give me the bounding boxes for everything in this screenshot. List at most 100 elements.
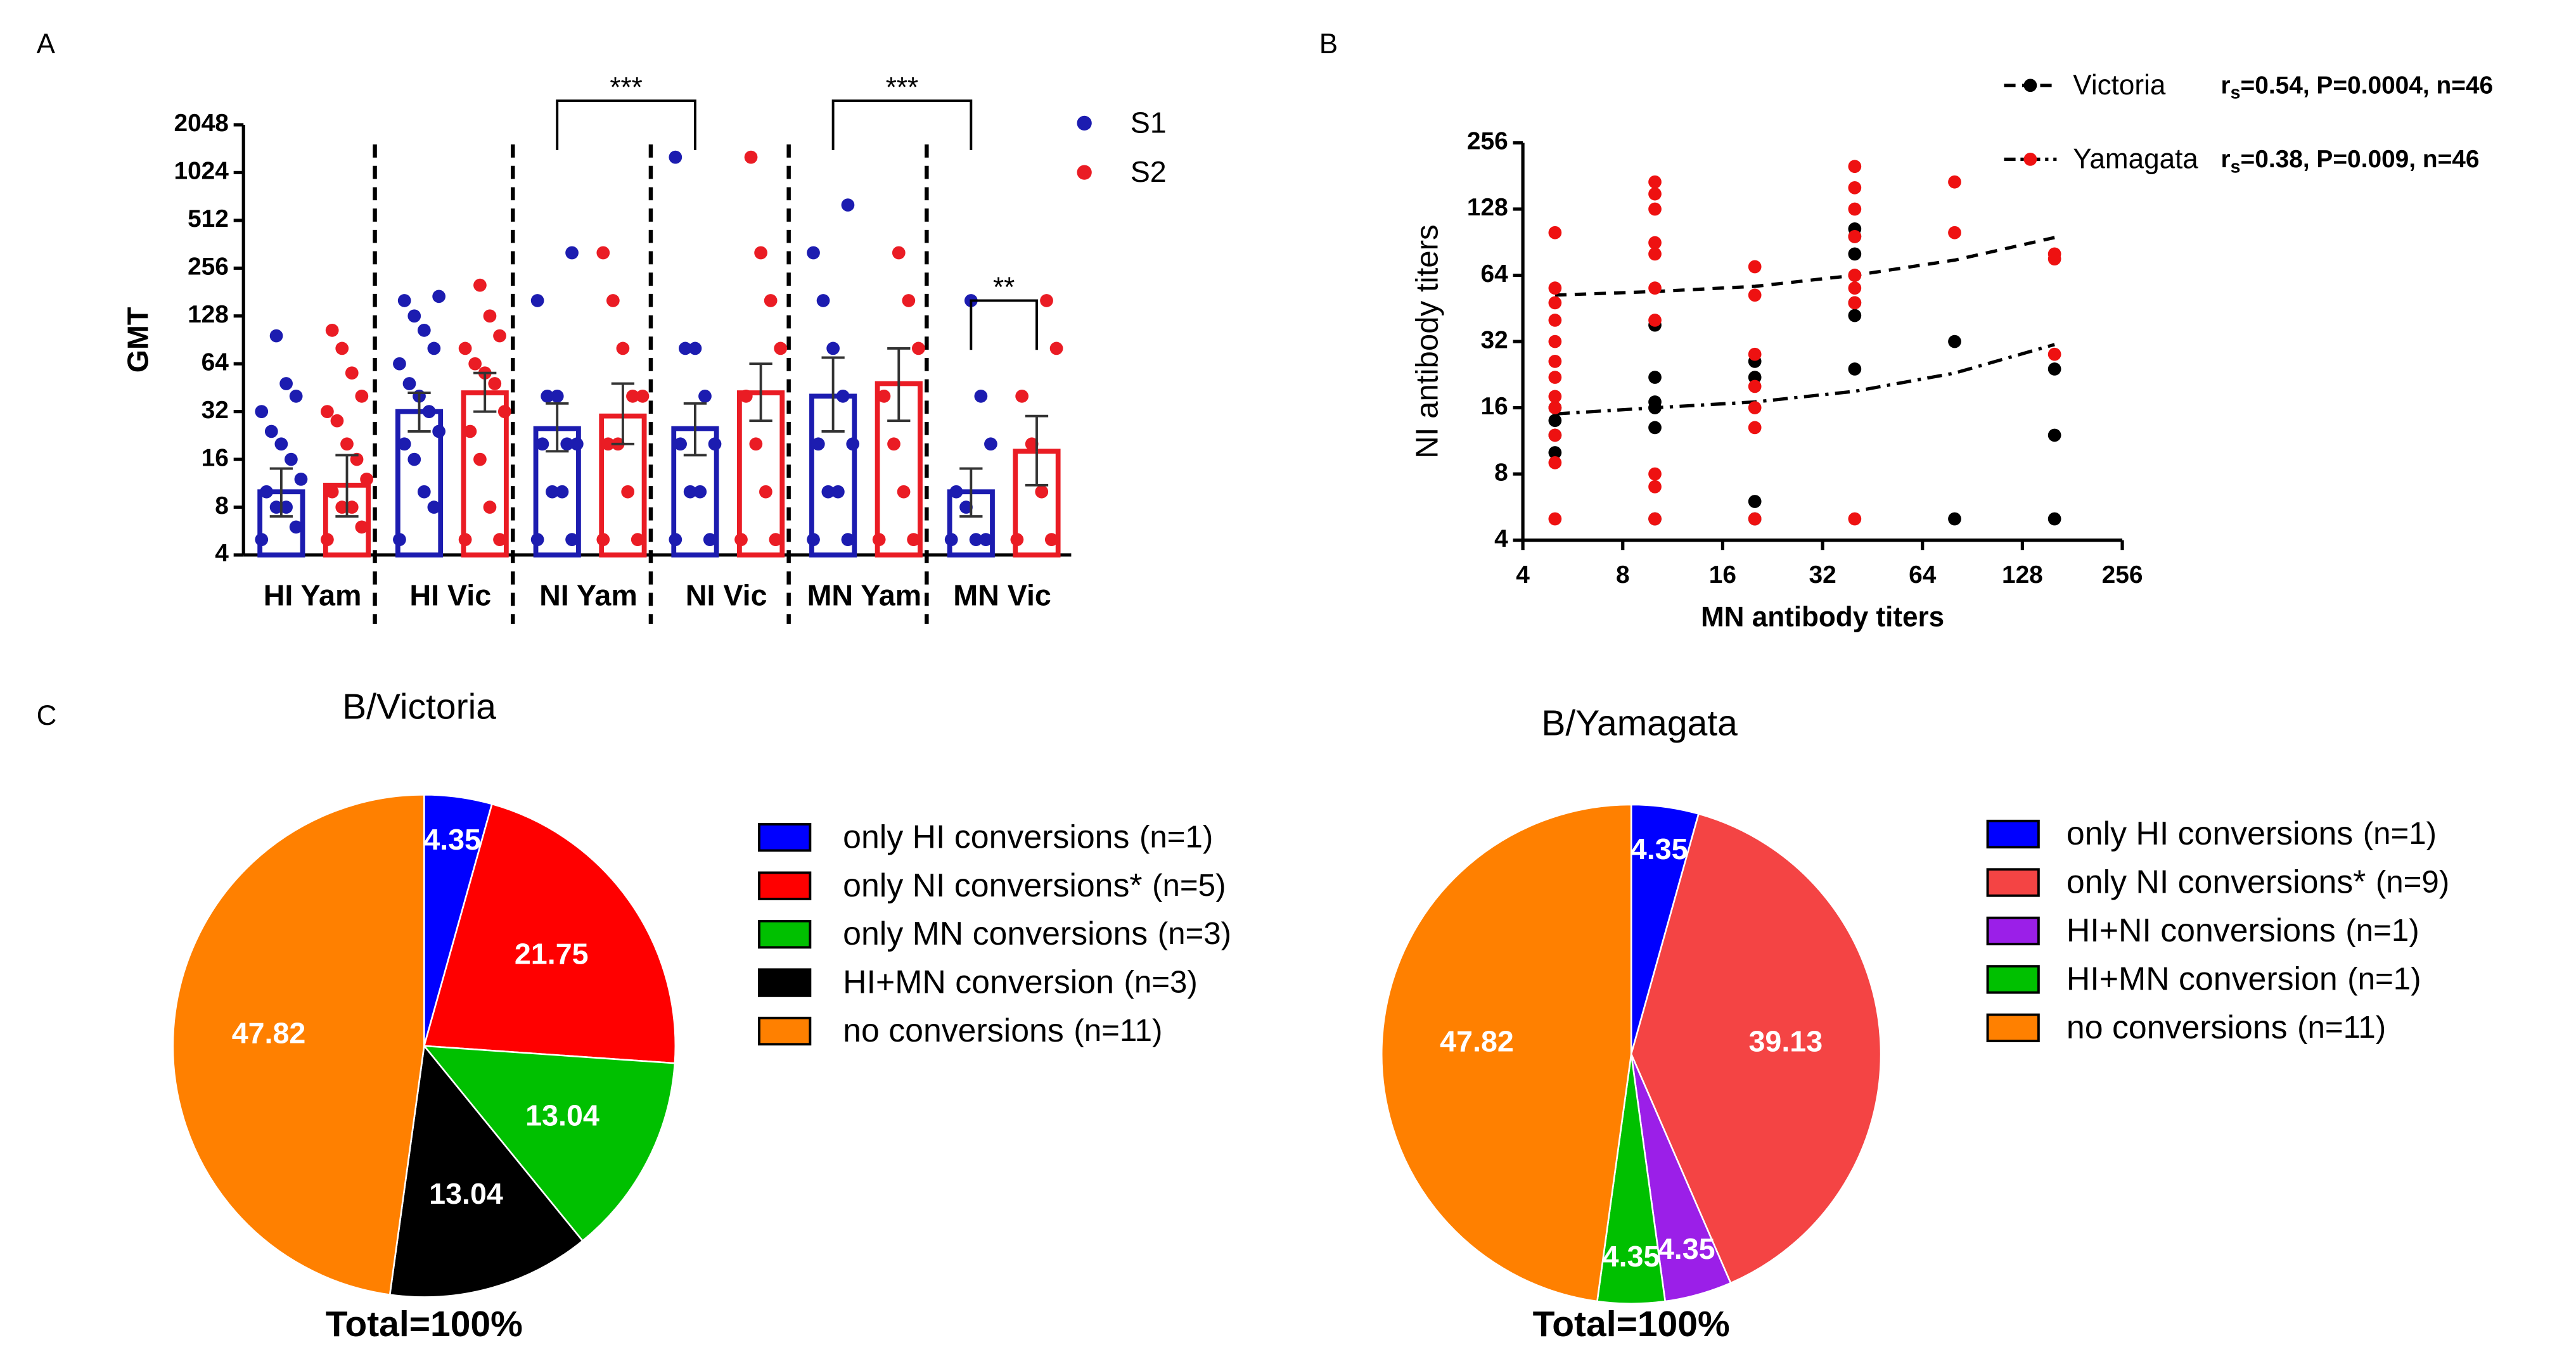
x-tick-label: 4: [1516, 561, 1530, 589]
data-point: [402, 377, 416, 390]
data-point: [683, 485, 697, 499]
data-point: [1848, 281, 1862, 295]
data-point: [1648, 314, 1662, 327]
data-point: [285, 452, 298, 466]
data-point: [1948, 335, 1961, 348]
pie-slice: [1630, 812, 1882, 1284]
data-point: [764, 294, 778, 307]
data-point: [264, 424, 278, 438]
data-point: [335, 501, 349, 514]
data-point: [407, 452, 421, 466]
data-point: [1548, 456, 1562, 469]
data-point: [560, 437, 574, 451]
legend-count: (n=1): [2345, 913, 2419, 948]
data-point: [269, 501, 283, 514]
data-point: [596, 246, 610, 260]
legend-swatch: [1986, 1013, 2040, 1043]
data-point: [1648, 512, 1662, 526]
stat-text: =0.54, P=0.0004, n=46: [2241, 72, 2494, 99]
legend-name: HI+NI conversions: [2067, 912, 2336, 948]
y-tick-label: 256: [188, 253, 229, 281]
data-point: [1548, 428, 1562, 442]
data-point: [427, 501, 441, 514]
legend-swatch: [1986, 819, 2040, 849]
data-label: 4.35: [423, 823, 481, 856]
legend-swatch: [758, 1016, 812, 1046]
data-point: [979, 533, 993, 547]
data-point: [340, 437, 354, 451]
legend-count: (n=1): [1139, 819, 1213, 854]
legend-name: HI+MN conversion: [2067, 960, 2338, 997]
fit-line: [1554, 236, 2055, 297]
legend-label: only NI conversions* (n=5): [843, 866, 1226, 903]
data-point: [535, 437, 549, 451]
x-tick-label: 64: [1909, 561, 1937, 589]
panel-label: C: [37, 700, 57, 731]
legend-count: (n=11): [2297, 1010, 2386, 1045]
data-point: [1010, 533, 1024, 547]
y-axis-label: NI antibody titers: [1409, 224, 1444, 458]
y-tick-label: 128: [1467, 194, 1508, 221]
data-point: [530, 533, 544, 547]
data-point: [1025, 437, 1039, 451]
legend-swatch: [1986, 965, 2040, 994]
legend-label: HI+MN conversion (n=1): [2067, 960, 2421, 997]
data-point: [279, 501, 293, 514]
data-point: [541, 389, 554, 403]
data-point: [432, 424, 446, 438]
data-point: [1848, 512, 1862, 526]
data-point: [279, 377, 293, 390]
data-point: [626, 389, 639, 403]
data-point: [636, 389, 650, 403]
y-tick-label: 8: [1494, 459, 1508, 486]
data-point: [734, 533, 748, 547]
data-point: [274, 437, 288, 451]
pie-slice: [423, 803, 677, 1064]
x-tick-label: NI Yam: [539, 579, 638, 612]
data-point: [1548, 355, 1562, 368]
data-point: [458, 533, 472, 547]
data-point: [2047, 428, 2061, 442]
x-tick-label: 128: [2002, 561, 2043, 589]
pie-slice: [1380, 803, 1632, 1303]
legend-swatch: [758, 968, 812, 997]
legend-swatch: [758, 871, 812, 900]
data-point: [698, 389, 712, 403]
fit-line: [1554, 343, 2055, 416]
data-point: [355, 520, 369, 534]
legend-marker: [1077, 165, 1092, 180]
data-point: [1848, 202, 1862, 216]
data-point: [821, 485, 835, 499]
x-tick-label: MN Vic: [953, 579, 1051, 612]
data-point: [596, 533, 610, 547]
data-point: [565, 246, 579, 260]
data-point: [749, 437, 763, 451]
y-tick-label: 16: [202, 444, 229, 471]
data-point: [1948, 175, 1961, 189]
data-point: [969, 533, 983, 547]
data-label: 13.04: [525, 1099, 599, 1132]
panel-label: B: [1319, 29, 1338, 60]
data-point: [944, 533, 958, 547]
data-point: [497, 405, 511, 418]
data-label: 47.82: [232, 1016, 306, 1049]
data-point: [565, 533, 579, 547]
data-point: [483, 501, 497, 514]
data-point: [325, 323, 339, 337]
data-point: [621, 485, 635, 499]
data-point: [693, 485, 707, 499]
data-point: [769, 533, 783, 547]
data-point: [1848, 309, 1862, 322]
x-tick-label: 32: [1809, 561, 1836, 589]
data-point: [984, 437, 997, 451]
data-point: [407, 309, 421, 323]
chart-title: B/Yamagata: [1541, 703, 1738, 744]
y-tick-label: 64: [202, 348, 229, 376]
legend-stats: rs=0.54, P=0.0004, n=46: [2221, 72, 2494, 103]
data-point: [1035, 485, 1049, 499]
data-point: [1848, 247, 1862, 261]
data-point: [831, 485, 845, 499]
legend-label: only HI conversions (n=1): [843, 818, 1213, 855]
legend-label: HI+MN conversion (n=3): [843, 963, 1198, 1000]
data-point: [1040, 294, 1053, 307]
